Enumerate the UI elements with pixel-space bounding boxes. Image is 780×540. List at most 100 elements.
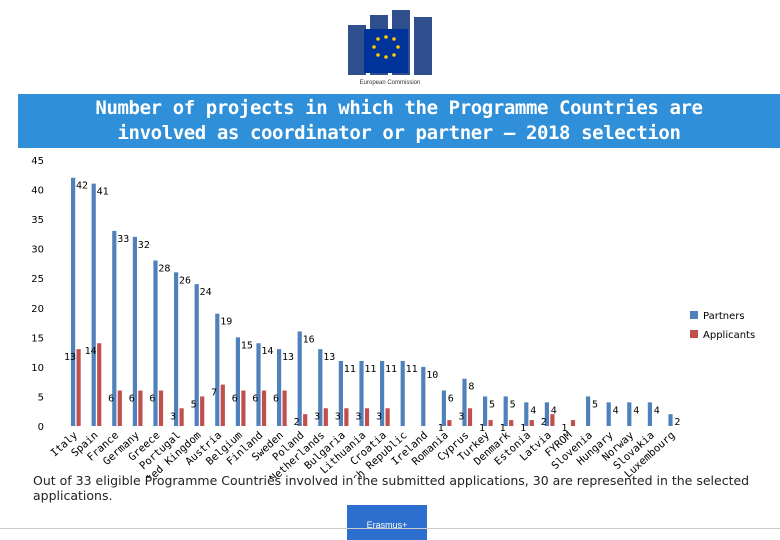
- applicants-value-label: 3: [355, 411, 361, 422]
- legend-label: Applicants: [703, 330, 755, 341]
- partners-bar: [380, 360, 385, 426]
- applicants-value-label: 3: [376, 411, 382, 422]
- legend-swatch: [690, 311, 698, 319]
- applicants-bar: [200, 396, 205, 426]
- y-tick-label: 35: [31, 215, 44, 226]
- partners-value-label: 33: [117, 234, 129, 245]
- applicants-value-label: 1: [438, 423, 444, 434]
- y-tick-label: 20: [31, 304, 44, 315]
- applicants-bar: [282, 390, 287, 426]
- partners-bar: [174, 272, 179, 426]
- applicants-value-label: 5: [191, 399, 197, 410]
- partners-bar: [524, 402, 529, 426]
- partners-bar: [627, 402, 632, 426]
- partners-value-label: 26: [179, 275, 191, 286]
- applicants-value-label: 6: [273, 394, 279, 405]
- applicants-bar: [138, 390, 143, 426]
- applicants-value-label: 1: [500, 423, 506, 434]
- partners-bar: [215, 313, 220, 426]
- partners-value-label: 13: [282, 352, 294, 363]
- bar-chart: 0510152025303540454213Italy4114Spain336F…: [31, 156, 755, 478]
- legend-swatch: [690, 330, 698, 338]
- applicants-value-label: 6: [232, 394, 238, 405]
- partners-value-label: 5: [592, 399, 598, 410]
- partners-bar: [668, 414, 673, 426]
- y-tick-label: 30: [31, 245, 44, 256]
- partners-value-label: 4: [530, 405, 536, 416]
- applicants-value-label: 3: [314, 411, 320, 422]
- partners-value-label: 4: [613, 405, 619, 416]
- partners-bar: [235, 337, 240, 426]
- applicants-bar: [303, 414, 308, 426]
- applicants-bar: [509, 420, 514, 426]
- partners-bar: [132, 236, 137, 426]
- applicants-value-label: 1: [520, 423, 526, 434]
- partners-value-label: 28: [158, 263, 170, 274]
- title-banner: [18, 94, 780, 148]
- partners-value-label: 16: [303, 334, 315, 345]
- partners-value-label: 5: [489, 399, 495, 410]
- title-line-1: Number of projects in which the Programm…: [95, 97, 703, 119]
- y-tick-label: 45: [31, 156, 44, 167]
- applicants-value-label: 3: [335, 411, 341, 422]
- applicants-bar: [323, 408, 328, 426]
- partners-value-label: 5: [510, 399, 516, 410]
- partners-value-label: 6: [448, 394, 454, 405]
- applicants-value-label: 6: [108, 394, 114, 405]
- partners-bar: [338, 360, 343, 426]
- applicants-value-label: 13: [64, 352, 76, 363]
- y-tick-label: 0: [38, 422, 44, 433]
- applicants-bar: [344, 408, 349, 426]
- partners-value-label: 42: [76, 181, 88, 192]
- footer-divider: [0, 528, 780, 529]
- partners-value-label: 4: [633, 405, 639, 416]
- applicants-value-label: 6: [129, 394, 135, 405]
- partners-value-label: 24: [200, 287, 212, 298]
- partners-value-label: 10: [426, 370, 438, 381]
- partners-bar: [71, 177, 76, 426]
- partners-bar: [441, 390, 446, 426]
- partners-bar: [318, 349, 323, 426]
- applicants-bar: [570, 420, 576, 426]
- partners-value-label: 11: [344, 364, 356, 375]
- logo-caption: European Commission: [359, 80, 421, 86]
- applicants-value-label: 6: [149, 394, 155, 405]
- partners-bar: [194, 284, 199, 426]
- applicants-value-label: 7: [211, 388, 217, 399]
- partners-bar: [256, 343, 261, 426]
- y-tick-label: 5: [38, 392, 44, 403]
- partners-bar: [297, 331, 302, 426]
- applicants-bar: [179, 408, 184, 426]
- applicants-value-label: 2: [541, 417, 547, 428]
- applicants-value-label: 2: [294, 417, 300, 428]
- partners-bar: [359, 360, 364, 426]
- partners-bar: [112, 230, 117, 426]
- partners-value-label: 15: [241, 340, 253, 351]
- legend-label: Partners: [703, 311, 745, 322]
- partners-bar: [400, 360, 405, 426]
- partners-value-label: 8: [468, 382, 474, 393]
- applicants-bar: [241, 390, 246, 426]
- applicants-bar: [447, 420, 452, 426]
- partners-bar: [647, 402, 652, 426]
- partners-value-label: 11: [364, 364, 376, 375]
- partners-bar: [277, 349, 282, 426]
- y-tick-label: 25: [31, 274, 44, 285]
- applicants-bar: [261, 390, 267, 426]
- applicants-bar: [488, 420, 493, 426]
- applicants-value-label: 3: [170, 411, 176, 422]
- applicants-bar: [220, 384, 225, 426]
- partners-value-label: 41: [97, 187, 109, 198]
- partners-bar: [503, 396, 508, 426]
- european-commission-logo: [340, 5, 440, 93]
- applicants-value-label: 14: [85, 346, 97, 357]
- applicants-value-label: 1: [479, 423, 485, 434]
- partners-bar: [91, 183, 96, 426]
- y-tick-label: 10: [31, 363, 44, 374]
- applicants-bar: [550, 414, 555, 426]
- partners-bar: [586, 396, 591, 426]
- applicants-bar: [97, 343, 102, 426]
- partners-value-label: 4: [654, 405, 660, 416]
- partners-bar: [483, 396, 488, 426]
- erasmus-badge: Erasmus+: [347, 505, 427, 540]
